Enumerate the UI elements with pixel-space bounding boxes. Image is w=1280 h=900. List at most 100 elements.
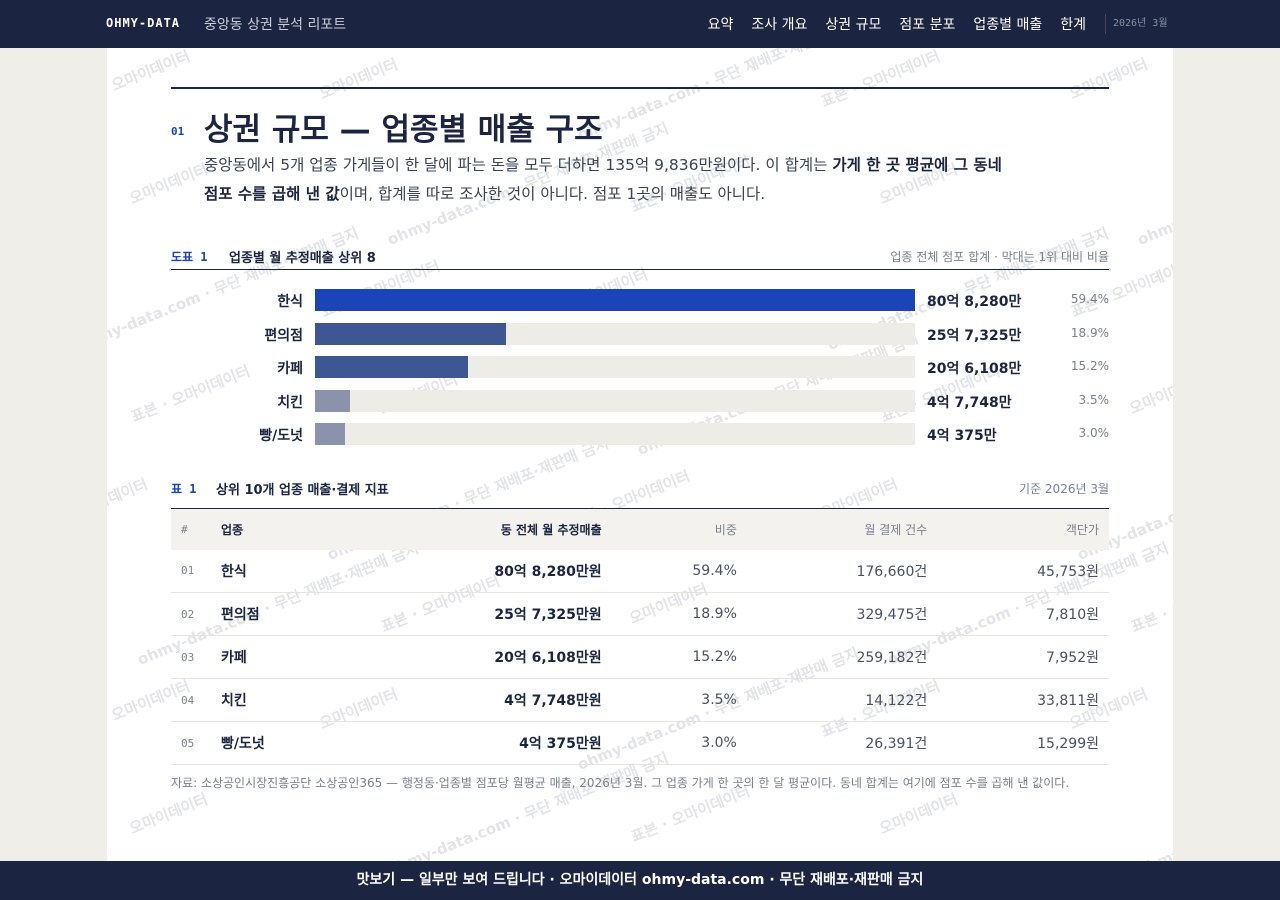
- cell: 15,299원: [937, 721, 1109, 765]
- cell: 20억 6,108만원: [344, 635, 612, 679]
- cell: 편의점: [211, 592, 345, 636]
- lead-text: 이며, 합계를 따로 조사한 것이 아니다. 점포 1곳의 매출도 아니다.: [339, 185, 766, 203]
- cell: 3.5%: [611, 678, 747, 722]
- nav-link[interactable]: 업종별 매출: [973, 17, 1043, 33]
- category-label: 한식: [277, 294, 303, 310]
- watermark: 오마이데이터: [1066, 55, 1151, 103]
- lead-text: 중앙동에서 5개 업종 가게들이 한 달에 파는 돈을 모두 더하면 135억 …: [204, 156, 833, 174]
- figure-label: 도표 1: [171, 250, 208, 264]
- cell: 18.9%: [611, 592, 747, 636]
- bar-track: [315, 322, 915, 345]
- figure-title: 업종별 월 추정매출 상위 8: [229, 251, 376, 266]
- cell: 카페: [211, 635, 345, 679]
- cell: 3.0%: [611, 721, 747, 765]
- bar-row: 한식 80억 8,280만 59.4%: [171, 289, 1109, 311]
- watermark: ohmy-data.com · 무단 재배포·재판매 금지: [574, 48, 862, 144]
- column-header: 동 전체 월 추정매출: [344, 508, 612, 550]
- section-title: 상권 규모 — 업종별 매출 구조: [204, 112, 603, 148]
- figure-note: 업종 전체 점포 합계 · 막대는 1위 대비 비율: [890, 250, 1109, 264]
- share-label: 15.2%: [1070, 359, 1109, 373]
- category-label: 치킨: [277, 394, 303, 411]
- bar: [315, 389, 351, 412]
- column-header: 업종: [211, 508, 345, 550]
- value-label: 4억 375만: [927, 428, 997, 444]
- lead: 중앙동에서 5개 업종 가게들이 한 달에 파는 돈을 모두 더하면 135억 …: [204, 151, 1014, 209]
- cell: 14,122건: [746, 678, 938, 722]
- cell: 33,811원: [937, 678, 1109, 722]
- cell: 176,660건: [746, 549, 938, 593]
- cell: 80억 8,280만원: [344, 549, 612, 593]
- footer-banner: 맛보기 — 일부만 보여 드립니다 · 오마이데이터 ohmy-data.com…: [0, 861, 1280, 900]
- bar-row: 빵/도넛 4억 375만 3.0%: [171, 423, 1109, 445]
- section-number: 01: [171, 125, 185, 138]
- cell: 259,182건: [746, 635, 938, 679]
- table-note: 기준 2026년 3월: [1019, 482, 1109, 496]
- watermark: 오마이데이터: [1126, 370, 1173, 418]
- category-label: 빵/도넛: [259, 428, 303, 444]
- table: # 업종 동 전체 월 추정매출 비중 월 결제 건수 객단가 01 한식 80억 8,280만…: [171, 508, 1109, 765]
- bar: [315, 322, 507, 345]
- cell: 7,952원: [937, 635, 1109, 679]
- top-bar: OHMY-DATA 중앙동 상권 분석 리포트 요약 조사 개요 상권 규모 점포 분…: [0, 0, 1280, 48]
- category-label: 카페: [277, 361, 303, 377]
- nav-link[interactable]: 한계: [1060, 17, 1086, 33]
- bar: [315, 356, 468, 378]
- date: 2026년 3월: [1105, 14, 1168, 34]
- cell: 04: [171, 678, 211, 722]
- value-label: 80억 8,280만: [927, 294, 1022, 310]
- watermark: 표본 · 오마이데이터: [818, 48, 943, 112]
- nav: 요약 조사 개요 상권 규모 점포 분포 업종별 매출 한계: [708, 14, 1086, 34]
- cell: 4억 375만원: [344, 721, 612, 765]
- cell: 26,391건: [746, 721, 938, 765]
- nav-link[interactable]: 조사 개요: [751, 17, 808, 33]
- share-label: 3.5%: [1078, 392, 1110, 407]
- cell: 25억 7,325만원: [344, 592, 612, 636]
- value-label: 4억 7,748만: [927, 394, 1012, 411]
- watermark: 표본 · 오마이데이터: [1128, 571, 1173, 637]
- cell: 02: [171, 592, 211, 636]
- nav-link[interactable]: 상권 규모: [825, 17, 882, 33]
- share-label: 3.0%: [1078, 426, 1110, 440]
- column-header: 월 결제 건수: [746, 508, 938, 550]
- watermark: ohmy-data.com · 무단 재배포·재판매 금지: [1134, 119, 1173, 249]
- cell: 15.2%: [611, 635, 747, 679]
- brand[interactable]: OHMY-DATA: [106, 16, 181, 30]
- bar-track: [315, 423, 915, 445]
- bar-row: 편의점 25억 7,325만 18.9%: [171, 322, 1109, 345]
- table-row: 01 한식 80억 8,280만원 59.4% 176,660건 45,753원: [171, 549, 1109, 593]
- column-header: 비중: [611, 508, 747, 550]
- watermark: 오마이데이터: [126, 790, 211, 838]
- table-label: 표 1: [171, 482, 197, 496]
- cell: 05: [171, 721, 211, 765]
- cell: 45,753원: [937, 549, 1109, 593]
- value-label: 25억 7,325만: [927, 327, 1022, 344]
- cell: 7,810원: [937, 592, 1109, 636]
- watermark: 표본 · 오마이데이터: [107, 48, 193, 111]
- source-note: 자료: 소상공인시장진흥공단 소상공인365 — 행정동·업종별 점포당 월평균…: [171, 776, 1070, 790]
- bar: [315, 289, 915, 311]
- nav-link[interactable]: 요약: [707, 17, 734, 33]
- bar-track: [315, 356, 915, 378]
- bar-track: [315, 389, 915, 412]
- figure-header: 도표 1 업종별 월 추정매출 상위 8 업종 전체 점포 합계 · 막대는 1…: [171, 248, 1109, 270]
- bar: [315, 423, 345, 445]
- table-row: 03 카페 20억 6,108만원 15.2% 259,182건 7,952원: [171, 635, 1109, 679]
- table-row: 02 편의점 25억 7,325만원 18.9% 329,475건 7,810원: [171, 592, 1109, 636]
- share-label: 59.4%: [1070, 292, 1109, 306]
- header-row: # 업종 동 전체 월 추정매출 비중 월 결제 건수 객단가: [171, 508, 1109, 550]
- bar-track: [315, 289, 915, 311]
- watermark: 오마이데이터: [126, 160, 211, 208]
- value-label: 20억 6,108만: [927, 361, 1022, 377]
- bar-row: 치킨 4억 7,748만 3.5%: [171, 389, 1110, 412]
- nav-link[interactable]: 점포 분포: [899, 17, 956, 33]
- table-header: 표 1 상위 10개 업종 매출·결제 지표 기준 2026년 3월: [171, 480, 1109, 502]
- watermark: 오마이데이터: [316, 55, 401, 103]
- column-header: 객단가: [937, 508, 1109, 550]
- cell: 03: [171, 635, 211, 679]
- lead-emphasis: 가게 한 곳 평균에 그 동네 점포 수를 곱해 낸 값: [204, 156, 1002, 203]
- cell: 4억 7,748만원: [344, 678, 612, 722]
- cell: 한식: [211, 549, 345, 593]
